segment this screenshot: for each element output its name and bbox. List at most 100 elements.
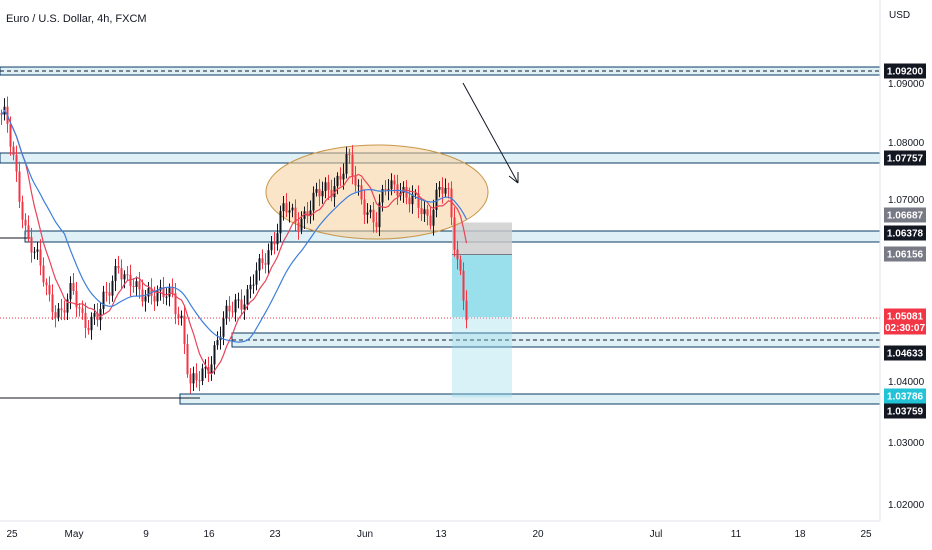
candle-body: [192, 373, 195, 384]
candle-body: [312, 192, 315, 211]
candle-body: [303, 211, 306, 219]
candle-body: [381, 188, 384, 203]
zone-1.03759: [179, 393, 881, 405]
candle-body: [180, 315, 183, 318]
candle-body: [15, 155, 18, 172]
y-tick-label: 1.04000: [888, 377, 925, 388]
candle-body: [354, 175, 357, 186]
candle-body: [279, 211, 282, 234]
candle-body: [213, 345, 216, 365]
candle-body: [222, 318, 225, 337]
candle-body: [252, 284, 255, 286]
candle-body: [444, 188, 447, 194]
currency-label: USD: [889, 10, 910, 21]
candle-body: [9, 123, 12, 147]
x-tick-label: 11: [731, 529, 742, 540]
level-tag-1.03759: 1.03759: [887, 407, 924, 418]
candle-body: [261, 258, 264, 264]
arrow-head-icon: [508, 172, 519, 184]
candle-body: [24, 219, 27, 226]
candle-body: [282, 203, 285, 212]
candle-body: [264, 263, 267, 265]
candle-body: [465, 300, 468, 321]
candle-body: [423, 209, 426, 215]
candle-body: [225, 305, 228, 319]
x-tick-label: 9: [143, 529, 149, 540]
candle-body: [66, 299, 69, 313]
candle-body: [258, 258, 261, 271]
candlesticks: [0, 96, 468, 394]
moving-averages: [1, 109, 468, 375]
candle-body: [114, 265, 117, 281]
candle-body: [342, 173, 345, 180]
candle-body: [75, 290, 78, 308]
candle-body: [453, 217, 456, 250]
candle-body: [456, 249, 459, 260]
x-tick-label: 25: [6, 529, 18, 540]
candle-body: [93, 313, 96, 317]
candle-body: [165, 296, 168, 298]
candle-body: [162, 287, 165, 298]
candle-body: [333, 186, 336, 198]
short-position-tool[interactable]: [452, 222, 512, 398]
y-tick-label: 1.07000: [888, 195, 925, 206]
level-tag-1.06378: 1.06378: [887, 229, 924, 240]
level-zones: [0, 66, 881, 405]
candle-body: [201, 368, 204, 382]
y-tick-label: 1.08000: [888, 138, 925, 149]
candle-body: [147, 288, 150, 297]
candle-body: [450, 188, 453, 218]
zone-1.09200: [0, 66, 881, 76]
x-tick-label: 18: [794, 529, 806, 540]
price-tag-1.03786-bg: [884, 388, 926, 404]
candle-body: [420, 207, 423, 215]
chart-title: Euro / U.S. Dollar, 4h, FXCM: [6, 13, 147, 25]
candle-body: [330, 189, 333, 198]
price-tag-1.03786: 1.03786: [887, 392, 924, 403]
candle-body: [99, 308, 102, 321]
candle-body: [96, 313, 99, 321]
candle-body: [297, 222, 300, 231]
candle-body: [246, 289, 249, 305]
candle-body: [363, 199, 366, 215]
candle-body: [48, 285, 51, 295]
candle-body: [387, 189, 390, 191]
y-tick-label: 1.09000: [888, 79, 925, 90]
price-tag-1.06687-bg: [884, 207, 926, 223]
trend-arrow: [462, 82, 519, 184]
x-tick-label: 16: [203, 529, 215, 540]
candle-body: [33, 251, 36, 253]
candle-body: [108, 292, 111, 296]
candle-body: [171, 287, 174, 294]
candle-body: [234, 299, 237, 313]
candle-body: [327, 182, 330, 190]
price-tags: 1.09200 1.07757 1.06378 1.04633 1.03759 1.066…: [884, 63, 926, 419]
candle-body: [135, 281, 138, 288]
candle-body: [243, 304, 246, 310]
x-tick-label: 23: [269, 529, 281, 540]
candle-body: [336, 175, 339, 187]
x-tick-label: 20: [532, 529, 544, 540]
candle-body: [144, 296, 147, 302]
x-tick-label: 25: [860, 529, 872, 540]
candle-body: [204, 367, 207, 369]
price-tag-1.05081-countdown: 02:30:07: [885, 323, 925, 334]
x-tick-label: Jun: [357, 529, 373, 540]
candle-body: [228, 305, 231, 312]
candle-body: [123, 274, 126, 280]
candle-body: [156, 290, 159, 302]
stop-zone: [452, 222, 512, 255]
candle-body: [174, 293, 177, 315]
level-tag-1.04633-bg: [884, 345, 926, 361]
candle-body: [30, 237, 33, 253]
candle-body: [459, 259, 462, 271]
candle-body: [291, 207, 294, 211]
candle-body: [339, 175, 342, 180]
candle-body: [51, 294, 54, 313]
candle-body: [408, 197, 411, 205]
candle-body: [138, 281, 141, 290]
candle-body: [195, 373, 198, 381]
x-tick-label: May: [65, 529, 84, 540]
price-tag-1.06156: 1.06156: [887, 250, 924, 261]
